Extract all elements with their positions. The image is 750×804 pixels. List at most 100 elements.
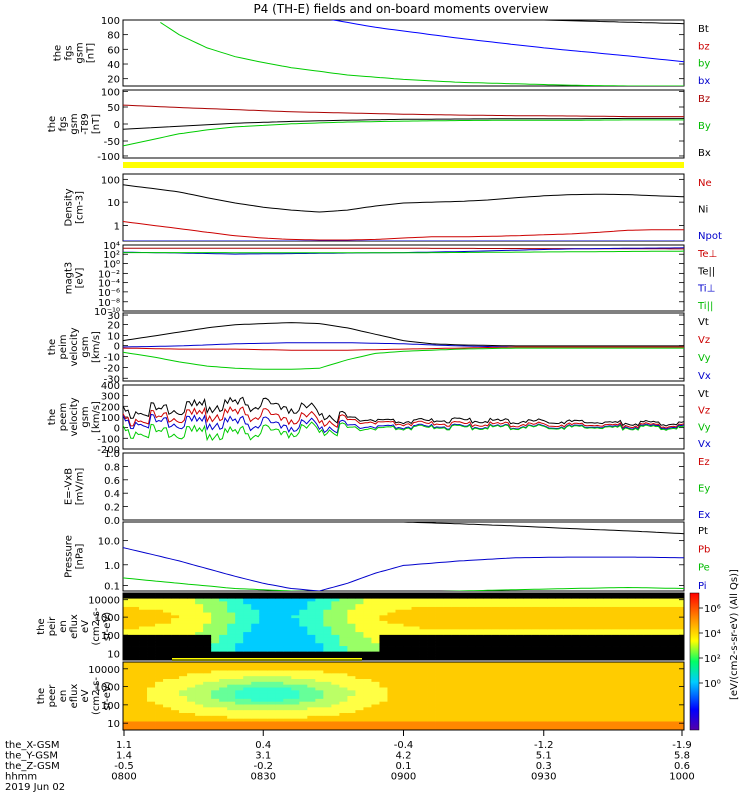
spectrogram-cell: [147, 673, 156, 677]
spectrogram-cell: [547, 670, 557, 674]
spectrogram-cell: [123, 626, 132, 630]
spectrogram-cell: [515, 615, 525, 619]
spectrogram-cell: [635, 593, 645, 597]
spectrogram-cell: [563, 598, 573, 602]
spectrogram-cell: [123, 715, 132, 720]
spectrogram-cell: [435, 724, 444, 728]
spectrogram-cell: [523, 679, 533, 683]
spectrogram-cell: [627, 654, 637, 658]
spectrogram-cell: [643, 662, 653, 666]
spectrogram-cell: [299, 713, 308, 717]
spectrogram-cell: [267, 693, 276, 697]
spectrogram-cell: [427, 670, 436, 674]
spectrogram-cell: [339, 664, 348, 669]
spectrogram-cell: [131, 629, 140, 633]
spectrogram-cell: [483, 640, 493, 644]
spectrogram-cell: [275, 701, 284, 705]
spectrogram-cell: [211, 667, 220, 671]
spectrogram-cell: [563, 676, 573, 680]
spectrogram-cell: [251, 718, 260, 722]
spectrogram-cell: [491, 715, 501, 720]
spectrogram-cell: [459, 657, 469, 661]
spectrogram-cell: [227, 593, 236, 597]
spectrogram-cell: [635, 667, 645, 671]
spectrogram-cell: [411, 727, 420, 731]
y-tick-label: 100: [101, 87, 120, 98]
spectrogram-cell: [379, 713, 388, 717]
spectrogram-cell: [443, 704, 452, 708]
spectrogram-cell: [459, 690, 469, 694]
spectrogram-cell: [563, 727, 573, 731]
spectrogram-cell: [147, 707, 156, 711]
spectrogram-cell: [251, 696, 260, 700]
spectrogram-cell: [283, 664, 292, 669]
spectrogram-cell: [539, 687, 549, 691]
spectrogram-cell: [643, 640, 653, 644]
spectrogram-cell: [195, 629, 204, 633]
spectrogram-cell: [139, 670, 148, 674]
spectrogram-cell: [331, 618, 340, 622]
spectrogram-cell: [587, 640, 597, 644]
spectrogram-cell: [587, 623, 597, 627]
spectrogram-cell: [315, 612, 324, 616]
spectrogram-cell: [675, 715, 685, 720]
spectrogram-cell: [427, 679, 436, 683]
spectrogram-cell: [643, 707, 653, 711]
spectrogram-cell: [187, 707, 196, 711]
spectrogram-cell: [291, 727, 300, 731]
spectrogram-cell: [635, 609, 645, 613]
spectrogram-cell: [563, 696, 573, 700]
spectrogram-cell: [259, 684, 268, 688]
spectrogram-cell: [195, 701, 204, 705]
spectrogram-cell: [619, 609, 629, 613]
spectrogram-cell: [435, 676, 444, 680]
spectrogram-cell: [251, 609, 260, 613]
spectrogram-cell: [179, 648, 188, 653]
spectrogram-cell: [243, 637, 252, 641]
spectrogram-cell: [635, 601, 645, 605]
spectrogram-cell: [195, 679, 204, 683]
spectrogram-cell: [195, 698, 204, 703]
spectrogram-cell: [539, 698, 549, 703]
spectrogram-cell: [123, 634, 132, 639]
spectrogram-cell: [659, 690, 669, 694]
spectrogram-cell: [667, 601, 677, 605]
spectrogram-cell: [619, 684, 629, 688]
spectrogram-cell: [139, 664, 148, 669]
spectrogram-cell: [539, 684, 549, 688]
spectrogram-cell: [427, 598, 436, 602]
spectrogram-cell: [235, 670, 244, 674]
spectrogram-cell: [491, 598, 501, 602]
spectrogram-cell: [451, 679, 460, 683]
spectrogram-cell: [275, 693, 284, 697]
spectrogram-cell: [611, 696, 621, 700]
spectrogram-cell: [403, 598, 412, 602]
spectrogram-cell: [643, 612, 653, 616]
spectrogram-cell: [395, 626, 404, 630]
spectrogram-cell: [315, 651, 324, 655]
spectrogram-cell: [275, 676, 284, 680]
spectrogram-cell: [379, 623, 388, 627]
spectrogram-cell: [299, 718, 308, 722]
spectrogram-cell: [499, 724, 509, 728]
spectrogram-cell: [155, 601, 164, 605]
spectrogram-cell: [235, 679, 244, 683]
spectrogram-cell: [459, 687, 469, 691]
spectrogram-cell: [299, 604, 308, 608]
spectrogram-cell: [475, 615, 485, 619]
y-axis-label: [mV/m]: [75, 468, 86, 506]
spectrogram-cell: [155, 693, 164, 697]
spectrogram-cell: [291, 667, 300, 671]
spectrogram-cell: [411, 629, 420, 633]
spectrogram-cell: [491, 640, 501, 644]
spectrogram-cell: [675, 632, 685, 636]
spectrogram-cell: [251, 595, 260, 599]
spectrogram-cell: [587, 681, 597, 686]
spectrogram-cell: [283, 673, 292, 677]
spectrogram-cell: [515, 718, 525, 722]
spectrogram-cell: [627, 704, 637, 708]
spectrogram-cell: [155, 721, 164, 725]
spectrogram-cell: [635, 648, 645, 653]
spectrogram-cell: [419, 698, 428, 703]
spectrogram-cell: [507, 593, 517, 597]
